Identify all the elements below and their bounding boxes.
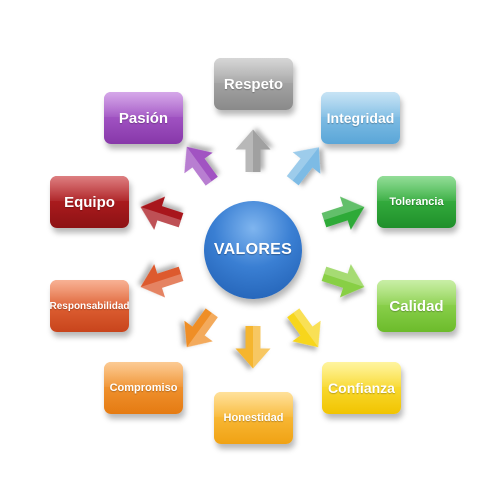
value-label-integridad: Integridad (326, 110, 395, 126)
arrow-honestidad-icon (235, 326, 271, 369)
value-label-tolerancia: Tolerancia (389, 196, 444, 208)
center-circle: VALORES (204, 201, 302, 299)
arrow-integridad-icon (286, 147, 321, 186)
value-label-pasion: Pasión (118, 109, 169, 127)
value-box-tolerancia: Tolerancia (377, 176, 456, 228)
arrow-confianza-icon (287, 308, 321, 348)
value-box-confianza: Confianza (322, 362, 401, 414)
value-box-responsabilidad: Responsabilidad (50, 280, 129, 332)
arrow-calidad-icon (321, 264, 365, 298)
value-label-compromiso: Compromiso (109, 382, 178, 394)
center-label: VALORES (213, 241, 293, 258)
arrow-respeto-icon (235, 129, 271, 172)
arrow-responsabilidad-icon (140, 264, 184, 298)
value-label-confianza: Confianza (328, 380, 395, 396)
value-box-honestidad: Honestidad (214, 392, 293, 444)
value-label-respeto: Respeto (223, 75, 284, 93)
value-box-pasion: Pasión (104, 92, 183, 144)
value-box-equipo: Equipo (50, 176, 129, 228)
value-box-integridad: Integridad (321, 92, 400, 144)
value-label-responsabilidad: Responsabilidad (50, 300, 129, 312)
arrow-equipo-icon (140, 196, 184, 230)
value-label-equipo: Equipo (64, 193, 115, 211)
value-box-respeto: Respeto (214, 58, 293, 110)
value-label-calidad: Calidad (389, 297, 444, 315)
arrow-tolerancia-icon (321, 196, 365, 230)
arrow-compromiso-icon (184, 308, 218, 348)
value-label-honestidad: Honestidad (223, 412, 284, 424)
value-box-compromiso: Compromiso (104, 362, 183, 414)
arrow-pasion-icon (184, 146, 218, 186)
value-box-calidad: Calidad (377, 280, 456, 332)
